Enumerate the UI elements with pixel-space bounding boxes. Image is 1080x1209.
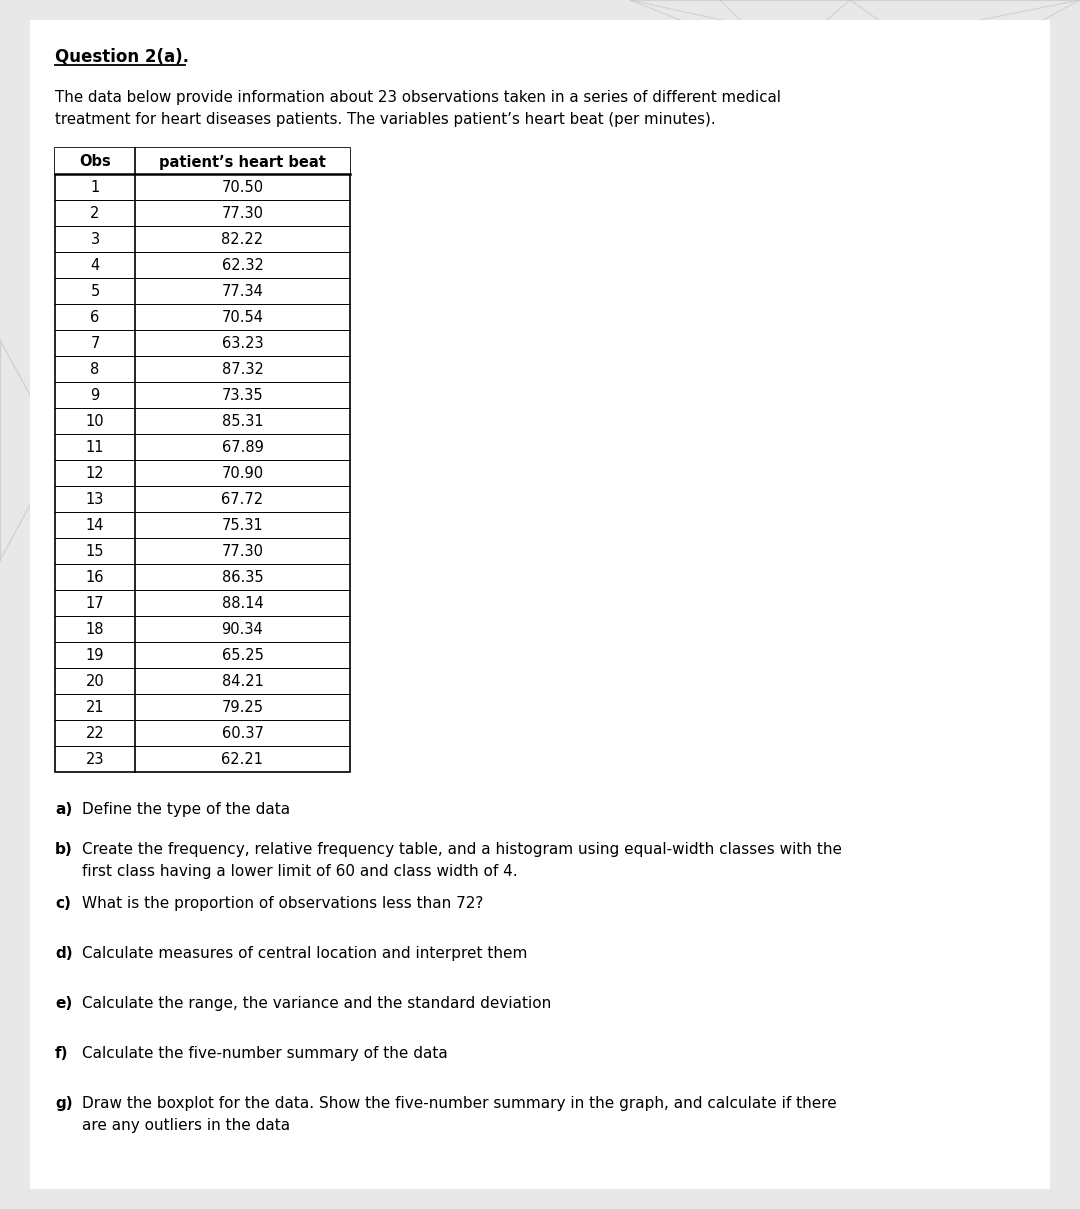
Text: 6: 6: [91, 311, 99, 325]
Text: first class having a lower limit of 60 and class width of 4.: first class having a lower limit of 60 a…: [82, 864, 517, 879]
Text: Obs: Obs: [79, 155, 111, 169]
Text: 12: 12: [85, 467, 105, 481]
Text: patient’s heart beat: patient’s heart beat: [159, 155, 326, 169]
Text: 70.90: 70.90: [221, 467, 264, 481]
Text: 70.54: 70.54: [221, 311, 264, 325]
Text: 90.34: 90.34: [221, 623, 264, 637]
Text: Calculate measures of central location and interpret them: Calculate measures of central location a…: [82, 945, 527, 961]
Text: 82.22: 82.22: [221, 232, 264, 248]
Text: 8: 8: [91, 363, 99, 377]
Text: 77.30: 77.30: [221, 544, 264, 560]
Text: are any outliers in the data: are any outliers in the data: [82, 1118, 291, 1133]
Text: d): d): [55, 945, 72, 961]
Text: 17: 17: [85, 596, 105, 612]
Text: 2: 2: [91, 207, 99, 221]
Text: 19: 19: [85, 648, 105, 664]
Text: 9: 9: [91, 388, 99, 404]
Text: 18: 18: [85, 623, 105, 637]
Bar: [55, 147, 350, 174]
Text: Calculate the five-number summary of the data: Calculate the five-number summary of the…: [82, 1046, 448, 1062]
Text: 16: 16: [85, 571, 105, 585]
Text: 79.25: 79.25: [221, 700, 264, 716]
Text: 3: 3: [91, 232, 99, 248]
Text: 60.37: 60.37: [221, 727, 264, 741]
Text: 1: 1: [91, 180, 99, 196]
Text: Question 2(a).: Question 2(a).: [55, 48, 189, 66]
Text: 75.31: 75.31: [221, 519, 264, 533]
Text: a): a): [55, 802, 72, 817]
Text: What is the proportion of observations less than 72?: What is the proportion of observations l…: [82, 896, 484, 912]
Text: 73.35: 73.35: [221, 388, 264, 404]
Text: 65.25: 65.25: [221, 648, 264, 664]
Text: 23: 23: [85, 752, 105, 768]
Text: 5: 5: [91, 284, 99, 300]
Text: 11: 11: [85, 440, 105, 456]
Text: 77.30: 77.30: [221, 207, 264, 221]
Text: Draw the boxplot for the data. Show the five-number summary in the graph, and ca: Draw the boxplot for the data. Show the …: [82, 1097, 837, 1111]
Text: f): f): [55, 1046, 68, 1062]
Text: 21: 21: [85, 700, 105, 716]
Text: Define the type of the data: Define the type of the data: [82, 802, 291, 817]
Text: 84.21: 84.21: [221, 675, 264, 689]
Text: 88.14: 88.14: [221, 596, 264, 612]
Text: Calculate the range, the variance and the standard deviation: Calculate the range, the variance and th…: [82, 996, 551, 1011]
Text: 62.32: 62.32: [221, 259, 264, 273]
Text: g): g): [55, 1097, 72, 1111]
Text: 13: 13: [85, 492, 104, 508]
Text: 67.89: 67.89: [221, 440, 264, 456]
Text: e): e): [55, 996, 72, 1011]
Text: b): b): [55, 841, 72, 857]
Text: 20: 20: [85, 675, 105, 689]
Text: 10: 10: [85, 415, 105, 429]
Text: 4: 4: [91, 259, 99, 273]
Text: 62.21: 62.21: [221, 752, 264, 768]
Text: 14: 14: [85, 519, 105, 533]
Bar: [55, 147, 350, 773]
Text: 67.72: 67.72: [221, 492, 264, 508]
Text: 63.23: 63.23: [221, 336, 264, 352]
Text: Create the frequency, relative frequency table, and a histogram using equal-widt: Create the frequency, relative frequency…: [82, 841, 842, 857]
Text: 85.31: 85.31: [221, 415, 264, 429]
Text: 22: 22: [85, 727, 105, 741]
Text: 15: 15: [85, 544, 105, 560]
Text: 87.32: 87.32: [221, 363, 264, 377]
Text: c): c): [55, 896, 71, 912]
Text: treatment for heart diseases patients. The variables patient’s heart beat (per m: treatment for heart diseases patients. T…: [55, 112, 716, 127]
Text: 7: 7: [91, 336, 99, 352]
Text: 77.34: 77.34: [221, 284, 264, 300]
Text: 86.35: 86.35: [221, 571, 264, 585]
Text: The data below provide information about 23 observations taken in a series of di: The data below provide information about…: [55, 89, 781, 105]
Text: 70.50: 70.50: [221, 180, 264, 196]
